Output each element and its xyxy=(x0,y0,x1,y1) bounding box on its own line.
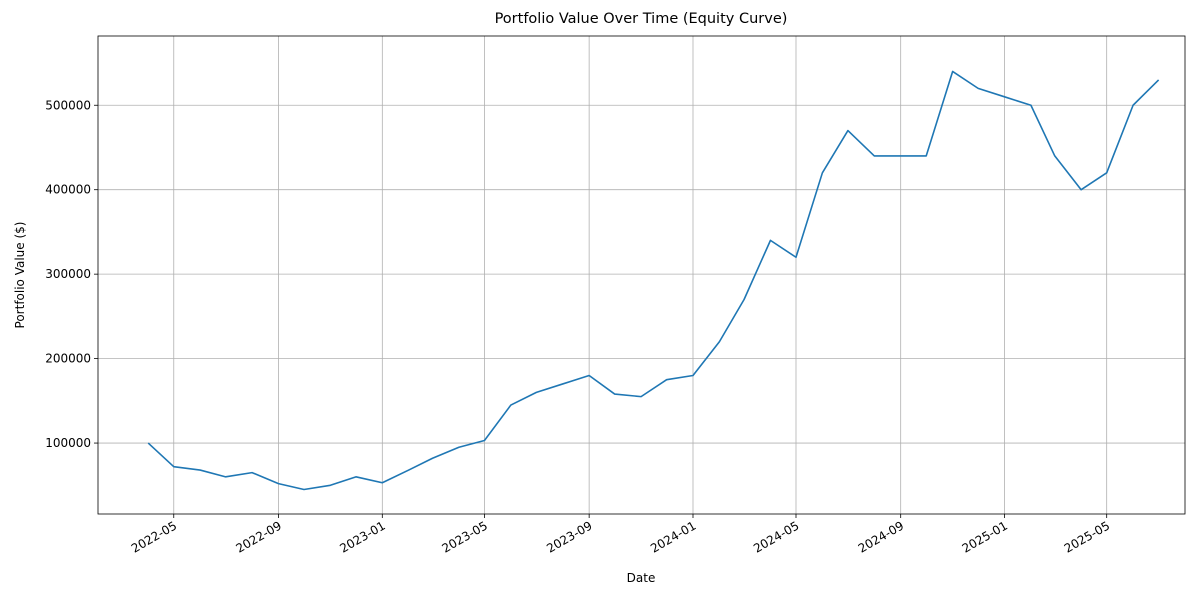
x-tick-label: 2022-05 xyxy=(129,518,179,555)
x-tick-label: 2024-09 xyxy=(856,518,906,555)
chart-title: Portfolio Value Over Time (Equity Curve) xyxy=(495,11,788,27)
x-tick-label: 2023-09 xyxy=(544,518,594,555)
data-line xyxy=(147,70,1160,491)
y-tick-label: 400000 xyxy=(45,183,91,197)
x-tick-label: 2024-01 xyxy=(648,518,698,555)
y-tick-label: 100000 xyxy=(45,436,91,450)
x-axis-label: Date xyxy=(627,571,656,585)
x-tick-label: 2023-01 xyxy=(337,518,387,555)
x-tick-label: 2025-05 xyxy=(1062,518,1112,555)
x-tick-label: 2022-09 xyxy=(234,518,284,555)
y-tick-label: 500000 xyxy=(45,98,91,112)
y-tick-label: 300000 xyxy=(45,267,91,281)
x-tick-label: 2024-05 xyxy=(751,518,801,555)
x-tick-label: 2025-01 xyxy=(960,518,1010,555)
plot-frame xyxy=(97,35,1186,515)
x-tick-label: 2023-05 xyxy=(440,518,490,555)
y-tick-label: 200000 xyxy=(45,352,91,366)
y-axis-label: Portfolio Value ($) xyxy=(13,222,27,329)
